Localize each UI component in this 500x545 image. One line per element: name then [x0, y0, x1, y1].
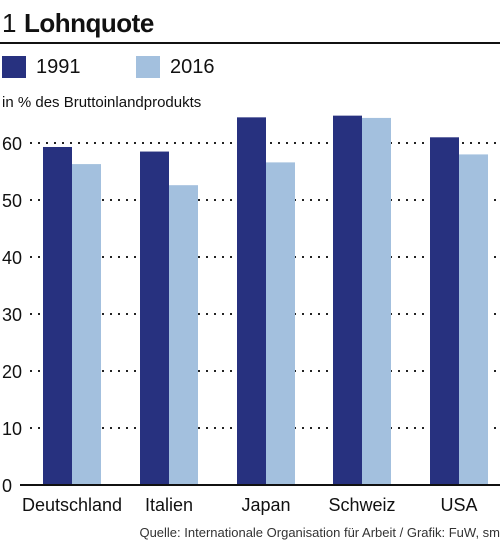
legend-label-2016: 2016: [170, 56, 215, 78]
bar-italien-2016: [169, 185, 198, 485]
y-tick-label: 50: [2, 191, 22, 211]
chart-number: 1: [2, 8, 17, 38]
chart-header: 1 Lohnquote: [0, 4, 500, 40]
bar-italien-1991: [140, 151, 169, 486]
bars: [43, 115, 488, 486]
y-tick-labels: 0 10 20 30 40 50 60: [2, 134, 22, 496]
y-tick-label: 60: [2, 134, 22, 154]
category-label-usa: USA: [440, 495, 477, 515]
legend-swatch-1991: [2, 56, 26, 78]
bar-deutschland-1991: [43, 146, 72, 486]
bar-japan-2016: [266, 162, 295, 485]
bar-schweiz-2016: [362, 117, 391, 486]
source-note: Quelle: Internationale Organisation für …: [139, 525, 500, 540]
bar-deutschland-2016: [72, 164, 101, 485]
category-label-schweiz: Schweiz: [328, 495, 395, 515]
category-labels: Deutschland Italien Japan Schweiz USA: [22, 495, 478, 515]
legend-swatch-2016: [136, 56, 160, 78]
legend-label-1991: 1991: [36, 56, 81, 78]
y-axis-label: in % des Bruttoinlandprodukts: [2, 94, 201, 111]
bar-usa-2016: [459, 154, 488, 485]
y-tick-label: 0: [2, 476, 12, 496]
y-tick-label: 30: [2, 305, 22, 325]
bar-usa-1991: [430, 137, 459, 486]
y-tick-label: 20: [2, 362, 22, 382]
bar-schweiz-1991: [333, 115, 362, 485]
category-label-japan: Japan: [241, 495, 290, 515]
y-tick-label: 10: [2, 419, 22, 439]
category-label-italien: Italien: [145, 495, 193, 515]
category-label-deutschland: Deutschland: [22, 495, 122, 515]
bar-japan-1991: [237, 117, 266, 485]
y-tick-label: 40: [2, 248, 22, 268]
chart-title: Lohnquote: [24, 8, 154, 38]
legend: 1991 2016: [0, 56, 500, 80]
title-rule: [0, 42, 500, 44]
